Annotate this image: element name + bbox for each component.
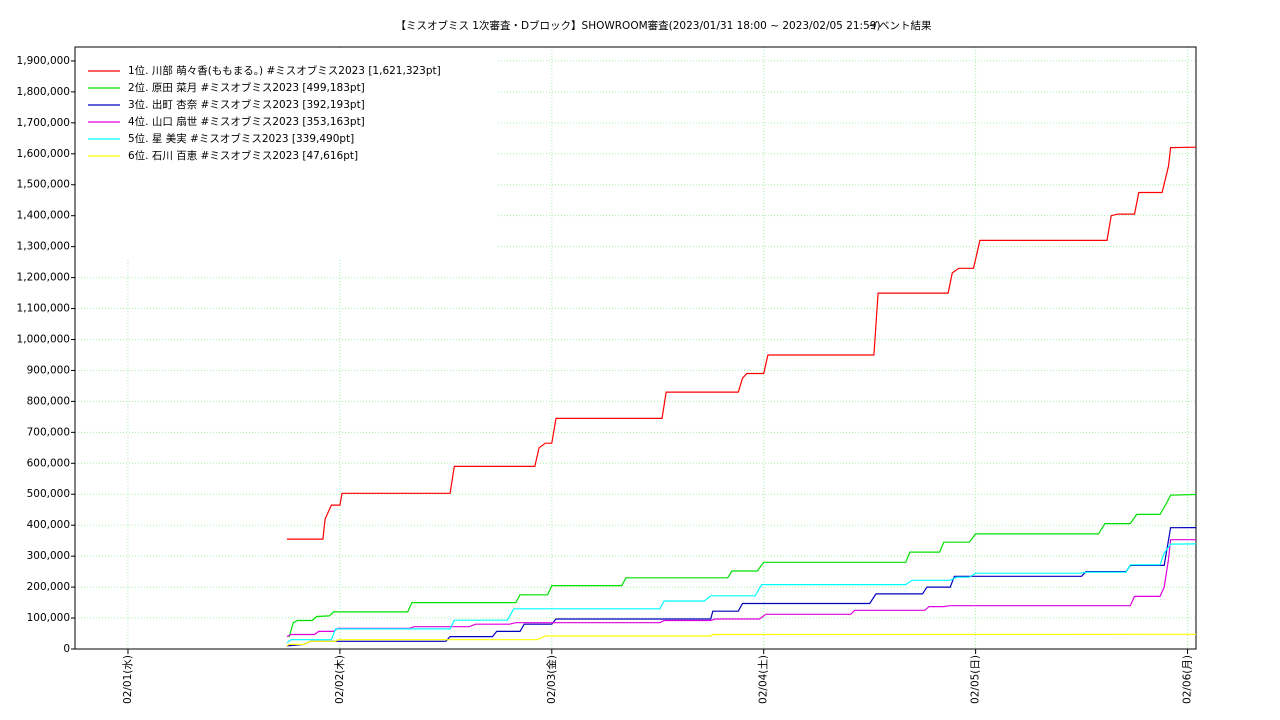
x-tick-label: 02/06(月) xyxy=(1182,655,1194,704)
y-tick-label: 300,000 xyxy=(27,550,70,562)
x-tick-label: 02/04(土) xyxy=(757,655,770,704)
y-tick-label: 200,000 xyxy=(27,581,70,593)
y-tick-label: 1,600,000 xyxy=(17,148,70,160)
y-tick-label: 1,200,000 xyxy=(17,272,70,284)
plot-frame xyxy=(74,46,1197,650)
legend-background xyxy=(76,48,496,258)
chart-title: 【ミスオブミス 1次審査・Dブロック】SHOWROOM審査(2023/01/31… xyxy=(395,19,880,32)
y-tick-label: 0 xyxy=(63,643,70,655)
y-tick-label: 100,000 xyxy=(27,612,70,624)
series-line xyxy=(286,543,1197,644)
legend-label: 1位. 川部 萌々香(ももまる。) #ミスオブミス2023 [1,621,323… xyxy=(128,64,441,77)
y-tick-label: 1,400,000 xyxy=(17,210,70,222)
y-tick-label: 1,900,000 xyxy=(17,55,70,67)
y-tick-label: 1,300,000 xyxy=(17,241,70,253)
series-line xyxy=(286,527,1197,647)
y-tick-label: 1,000,000 xyxy=(17,333,70,345)
y-tick-label: 900,000 xyxy=(27,364,70,376)
y-tick-label: 1,500,000 xyxy=(17,179,70,191)
y-tick-label: 500,000 xyxy=(27,488,70,500)
series-line xyxy=(286,146,1197,540)
y-tick-label: 600,000 xyxy=(27,457,70,469)
chart-subtitle: イベント結果 xyxy=(869,19,932,32)
x-tick-label: 02/01(水) xyxy=(122,655,134,704)
x-tick-label: 02/03(金) xyxy=(545,655,558,704)
y-tick-label: 1,700,000 xyxy=(17,117,70,129)
y-tick-label: 400,000 xyxy=(27,519,70,531)
y-tick-label: 1,100,000 xyxy=(17,303,70,315)
y-tick-label: 800,000 xyxy=(27,395,70,407)
y-tick-label: 1,800,000 xyxy=(17,86,70,98)
legend-label: 4位. 山口 扇世 #ミスオブミス2023 [353,163pt] xyxy=(128,115,365,128)
legend-label: 2位. 原田 菜月 #ミスオブミス2023 [499,183pt] xyxy=(128,81,365,94)
legend-label: 5位. 星 美実 #ミスオブミス2023 [339,490pt] xyxy=(128,132,354,145)
series-line xyxy=(286,633,1197,647)
legend-label: 3位. 出町 杏奈 #ミスオブミス2023 [392,193pt] xyxy=(128,98,365,111)
series-line xyxy=(288,493,1197,638)
x-tick-label: 02/05(日) xyxy=(970,655,982,704)
series-line xyxy=(286,539,1196,638)
y-tick-label: 700,000 xyxy=(27,426,70,438)
x-tick-label: 02/02(木) xyxy=(334,655,346,704)
legend-label: 6位. 石川 百恵 #ミスオブミス2023 [47,616pt] xyxy=(128,149,358,162)
